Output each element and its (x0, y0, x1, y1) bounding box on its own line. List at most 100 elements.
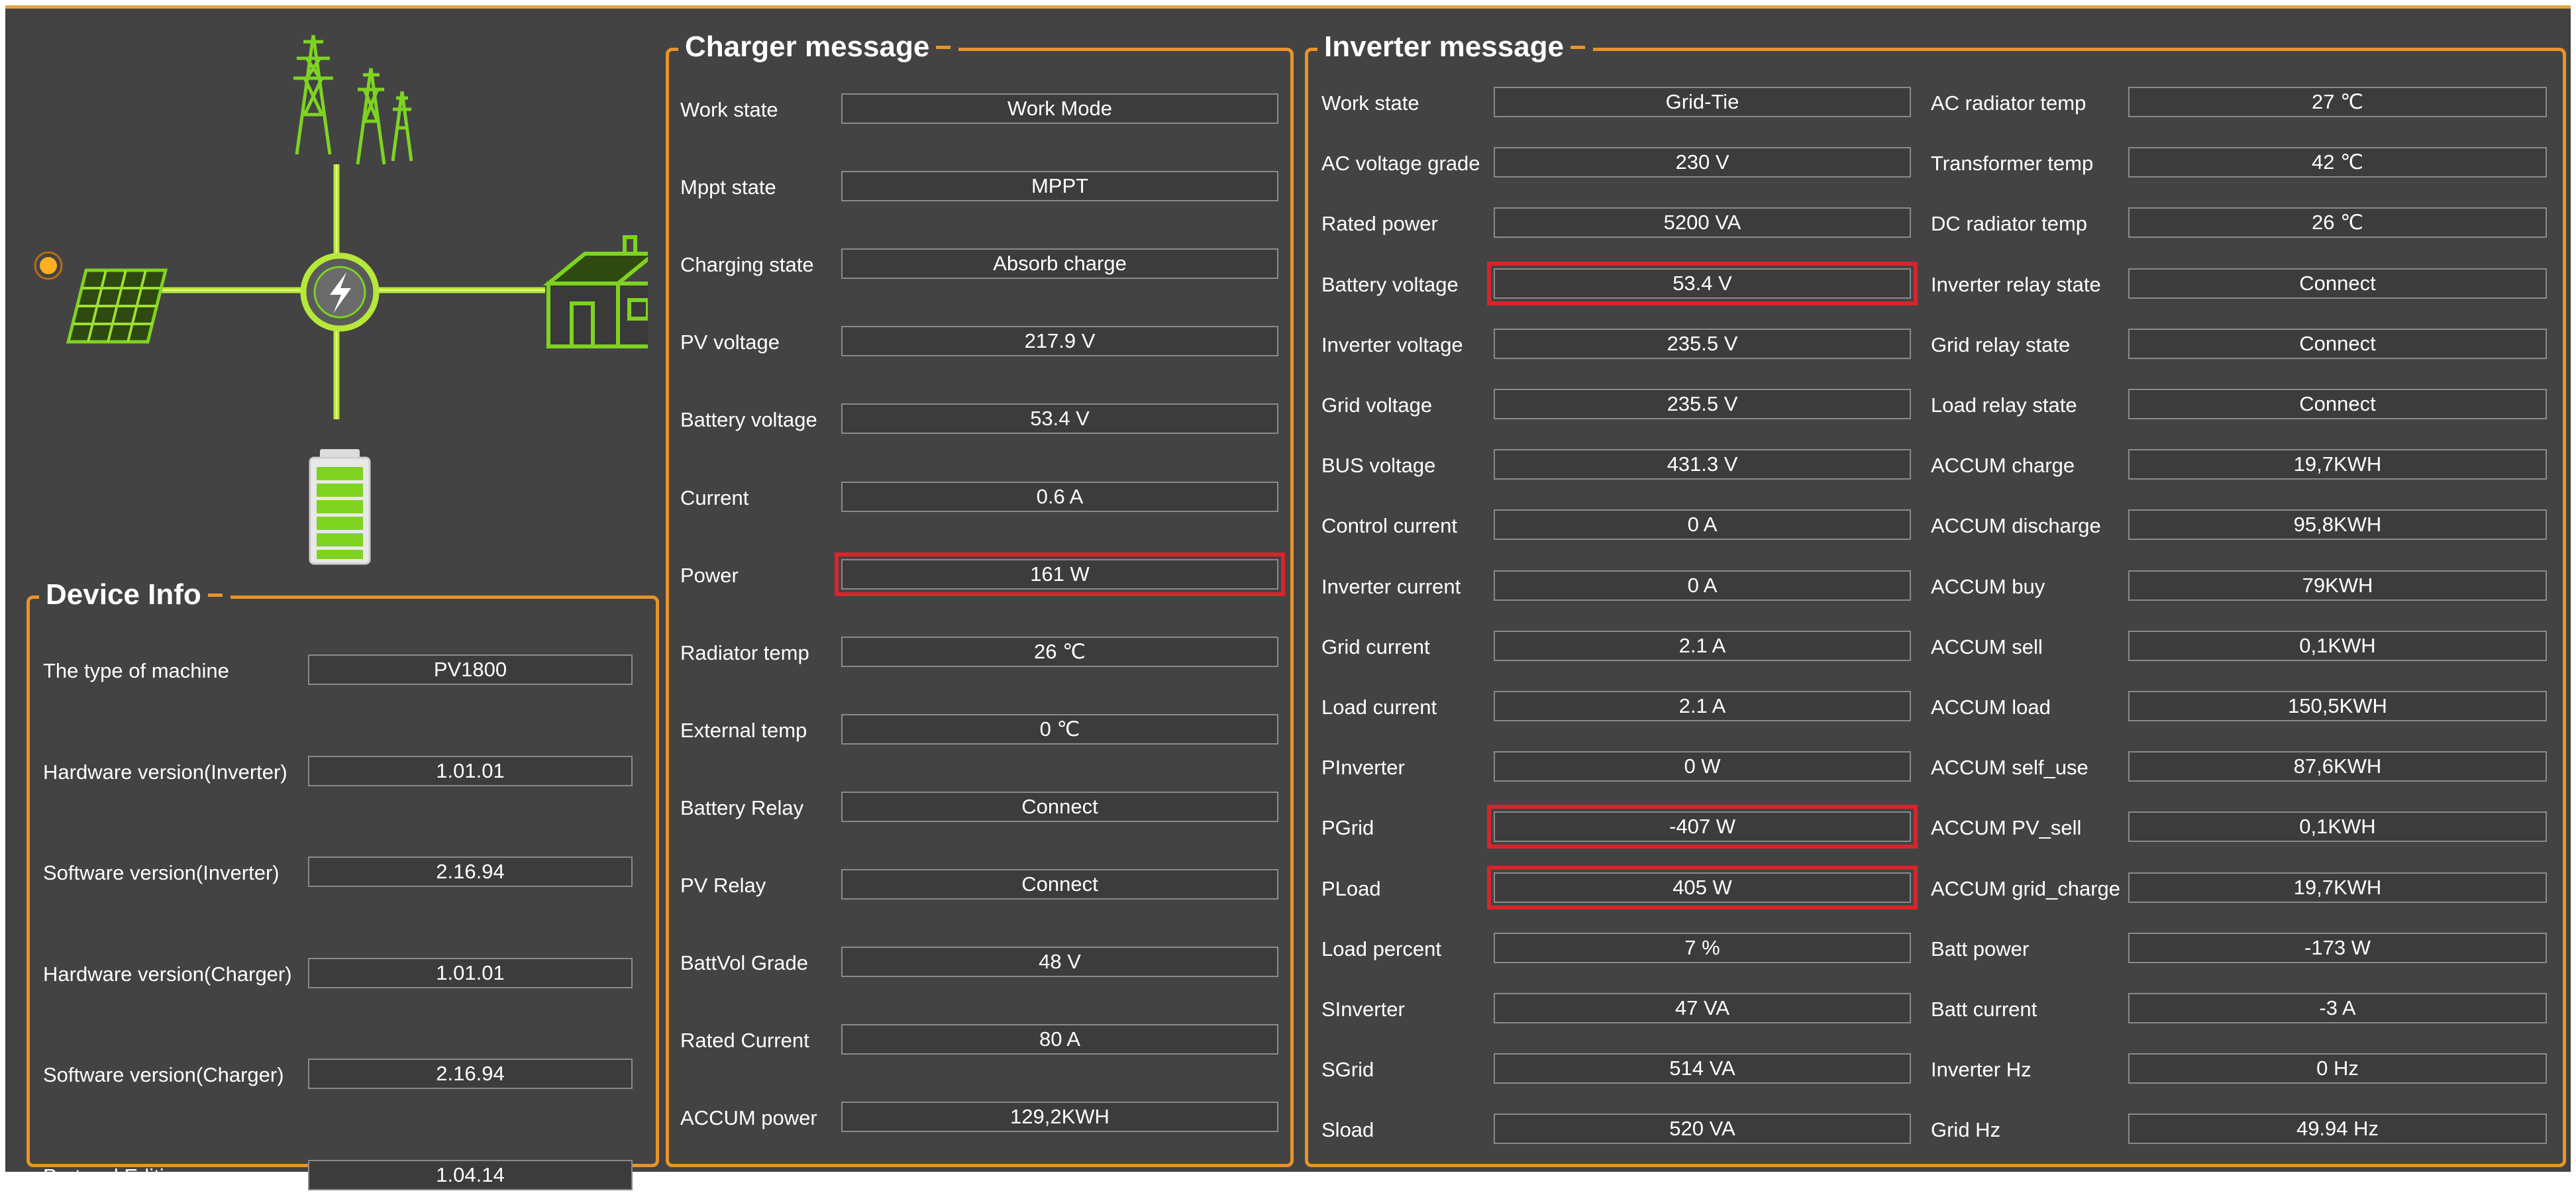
charger-label: Mppt state (680, 176, 776, 199)
inverter-row-accum-discharge: ACCUM discharge 95,8KWH (1308, 509, 2563, 543)
inverter-row-inverter-voltage: Inverter voltage 235.5 V (1308, 328, 2563, 362)
inverter-value-ac-radiator-temp: 27 ℃ (2128, 87, 2547, 117)
charger-label: Radiator temp (680, 641, 809, 664)
inverter-value-load-current: 2.1 A (1494, 691, 1911, 721)
inverter-row-control-current: Control current 0 A (1308, 509, 2563, 543)
inverter-label: Sload (1321, 1118, 1374, 1142)
charger-label: External temp (680, 718, 807, 742)
inverter-label: Batt current (1931, 998, 2037, 1021)
device-info-label: Hardware version(Inverter) (43, 760, 287, 784)
inverter-row-dc-radiator-temp: DC radiator temp 26 ℃ (1308, 207, 2563, 240)
inverter-label: ACCUM load (1931, 696, 2051, 719)
inverter-value-sgrid: 514 VA (1494, 1053, 1911, 1084)
device-info-value-the-type-of-machine: PV1800 (308, 654, 633, 685)
charger-value-pv-voltage: 217.9 V (841, 326, 1278, 357)
inverter-label: Work state (1321, 91, 1419, 115)
device-info-label: Software version(Charger) (43, 1063, 284, 1086)
inverter-label: PLoad (1321, 876, 1381, 900)
inverter-value-accum-buy: 79KWH (2128, 570, 2547, 601)
inverter-value-grid-current: 2.1 A (1494, 630, 1911, 661)
inverter-row-grid-current: Grid current 2.1 A (1308, 630, 2563, 664)
charger-value-battvol-grade: 48 V (841, 947, 1278, 978)
inverter-value-batt-power: -173 W (2128, 932, 2547, 963)
inverter-value-accum-load: 150,5KWH (2128, 691, 2547, 721)
charger-value-mppt-state: MPPT (841, 171, 1278, 202)
inverter-value-pinverter: 0 W (1494, 751, 1911, 782)
inverter-row-accum-pv-sell: ACCUM PV_sell 0,1KWH (1308, 811, 2563, 845)
inverter-label: ACCUM PV_sell (1931, 816, 2082, 840)
charger-value-work-state: Work Mode (841, 93, 1278, 124)
device-info-value-hardware-version-inverter: 1.01.01 (308, 755, 633, 786)
device-info-label: Protocal Edition (43, 1164, 187, 1188)
charger-row-power: Power 161 W (669, 552, 1290, 596)
inverter-value-accum-discharge: 95,8KWH (2128, 509, 2547, 541)
charger-label: PV Relay (680, 874, 766, 897)
charger-label: PV voltage (680, 331, 780, 354)
inverter-message-panel: Inverter message Work state Grid-Tie AC vo… (1305, 30, 2566, 1167)
inverter-value-load-percent: 7 % (1494, 932, 1911, 963)
charger-message-title: Charger message (678, 30, 959, 64)
inverter-label: Grid current (1321, 635, 1430, 658)
inverter-label: SInverter (1321, 998, 1405, 1021)
charger-label: Work state (680, 98, 778, 121)
inverter-label: Grid relay state (1931, 333, 2071, 356)
charger-row-charging-state: Charging state Absorb charge (669, 248, 1290, 282)
inverter-value-sload: 520 VA (1494, 1114, 1911, 1145)
inverter-value-dc-radiator-temp: 26 ℃ (2128, 207, 2547, 238)
inverter-row-accum-grid-charge: ACCUM grid_charge 19,7KWH (1308, 872, 2563, 906)
inverter-value-ac-voltage-grade: 230 V (1494, 147, 1911, 178)
charger-label: Battery Relay (680, 796, 804, 819)
power-tower-icon (293, 34, 413, 165)
inverter-label: ACCUM self_use (1931, 756, 2088, 780)
inverter-label: BUS voltage (1321, 454, 1436, 478)
device-info-row-hardware-version-inverter: Hardware version(Inverter) 1.01.01 (30, 755, 656, 789)
charger-message-panel: Charger message Work state Work Mode Mppt … (666, 30, 1294, 1167)
inverter-row-work-state: Work state Grid-Tie (1308, 87, 2563, 120)
inverter-row-batt-current: Batt current -3 A (1308, 993, 2563, 1026)
charger-value-battery-voltage: 53.4 V (841, 403, 1278, 435)
charger-row-battery-voltage: Battery voltage 53.4 V (669, 403, 1290, 437)
inverter-label: Load current (1321, 696, 1437, 719)
inverter-label: Inverter Hz (1931, 1058, 2032, 1082)
inverter-label: Control current (1321, 514, 1458, 538)
inverter-value-accum-self-use: 87,6KWH (2128, 751, 2547, 782)
inverter-row-ac-voltage-grade: AC voltage grade 230 V (1308, 147, 2563, 180)
device-info-value-protocal-edition: 1.04.14 (308, 1159, 633, 1190)
inverter-label: Load percent (1321, 937, 1441, 960)
device-info-label: The type of machine (43, 659, 229, 682)
charger-label: BattVol Grade (680, 951, 809, 975)
inverter-label: Inverter current (1321, 574, 1461, 598)
inverter-label: PInverter (1321, 756, 1405, 780)
inverter-row-load-current: Load current 2.1 A (1308, 691, 2563, 724)
inverter-label: Inverter voltage (1321, 333, 1463, 356)
inverter-row-sgrid: SGrid 514 VA (1308, 1053, 2563, 1086)
inverter-label: AC radiator temp (1931, 91, 2087, 115)
inverter-value-bus-voltage: 431.3 V (1494, 449, 1911, 480)
inverter-value-inverter-current: 0 A (1494, 570, 1911, 601)
sun-icon (34, 251, 63, 280)
inverter-value-grid-hz: 49.94 Hz (2128, 1114, 2547, 1145)
inverter-value-load-relay-state: Connect (2128, 389, 2547, 419)
inverter-label: DC radiator temp (1931, 212, 2088, 236)
device-info-row-the-type-of-machine: The type of machine PV1800 (30, 654, 656, 688)
inverter-value-sinverter: 47 VA (1494, 993, 1911, 1023)
charger-row-battvol-grade: BattVol Grade 48 V (669, 947, 1290, 980)
device-info-row-hardware-version-charger: Hardware version(Charger) 1.01.01 (30, 957, 656, 991)
inverter-label: AC voltage grade (1321, 152, 1480, 176)
charger-row-battery-relay: Battery Relay Connect (669, 791, 1290, 825)
charger-row-external-temp: External temp 0 ℃ (669, 713, 1290, 747)
device-info-row-software-version-inverter: Software version(Inverter) 2.16.94 (30, 856, 656, 890)
inverter-value-pgrid: -407 W (1487, 805, 1918, 849)
charger-row-rated-current: Rated Current 80 A (669, 1024, 1290, 1057)
inverter-value-accum-pv-sell: 0,1KWH (2128, 811, 2547, 843)
device-info-row-software-version-charger: Software version(Charger) 2.16.94 (30, 1059, 656, 1092)
monitor-window: Device Info The type of machine PV1800 Har… (5, 5, 2571, 1190)
inverter-value-inverter-hz: 0 Hz (2128, 1053, 2547, 1084)
charger-label: Current (680, 486, 749, 509)
charger-label: Battery voltage (680, 408, 817, 432)
device-info-value-software-version-charger: 2.16.94 (308, 1059, 633, 1089)
charger-label: Charging state (680, 253, 814, 277)
charger-value-power: 161 W (835, 552, 1285, 596)
inverter-row-accum-charge: ACCUM charge 19,7KWH (1308, 449, 2563, 482)
inverter-message-title: Inverter message (1317, 30, 1593, 64)
